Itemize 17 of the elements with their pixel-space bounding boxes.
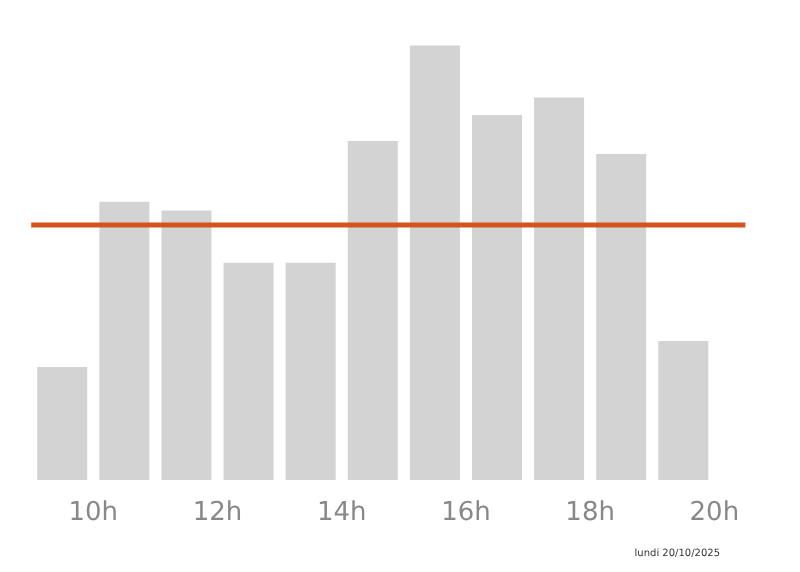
x-tick-label: 14h — [316, 498, 367, 528]
x-tick-label: 20h — [689, 498, 740, 528]
x-tick-label: 16h — [441, 498, 491, 528]
x-tick-label: 10h — [68, 498, 119, 528]
bar — [596, 154, 647, 480]
x-tick-label: 18h — [565, 498, 615, 528]
bar — [347, 141, 398, 480]
bar — [99, 201, 150, 480]
bar — [658, 340, 709, 480]
bar — [223, 262, 274, 480]
bar — [409, 45, 460, 480]
bar — [471, 114, 522, 480]
bar — [37, 367, 88, 480]
bar — [161, 210, 212, 480]
bar — [534, 97, 585, 480]
x-tick-label: 12h — [192, 498, 243, 528]
bar — [285, 262, 336, 480]
